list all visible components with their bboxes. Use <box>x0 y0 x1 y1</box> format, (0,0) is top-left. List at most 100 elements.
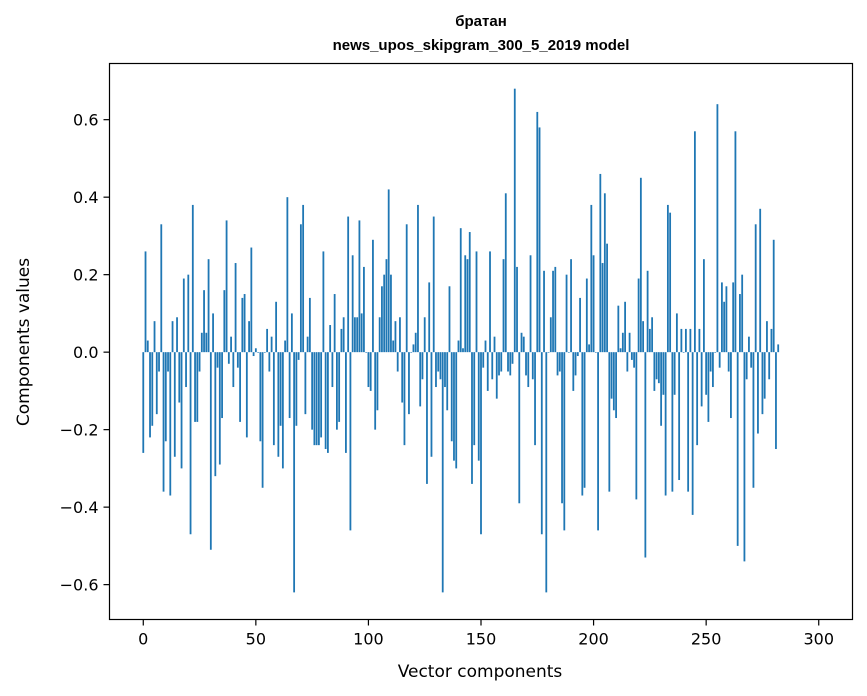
bar <box>245 352 248 438</box>
bar <box>482 352 485 368</box>
bar <box>248 321 250 353</box>
x-tick-label: 300 <box>803 630 834 649</box>
bar <box>723 301 726 353</box>
bar <box>450 352 453 442</box>
bar <box>144 251 147 353</box>
bar <box>703 259 705 353</box>
bar <box>759 208 762 353</box>
bar <box>448 286 451 353</box>
bar <box>651 317 654 353</box>
bar <box>266 328 269 353</box>
bar <box>194 352 196 422</box>
bar <box>176 317 178 353</box>
bar <box>714 352 717 353</box>
bar <box>277 352 280 457</box>
bar <box>520 332 523 353</box>
bar <box>630 352 633 360</box>
y-tick-label: −0.4 <box>60 498 99 517</box>
bar <box>270 336 273 353</box>
bar <box>570 259 572 353</box>
bar <box>275 301 278 353</box>
bar <box>203 290 205 353</box>
y-tick-label: 0.4 <box>73 188 98 207</box>
bar <box>412 344 415 353</box>
bar <box>428 282 431 353</box>
bar <box>295 352 298 426</box>
bar <box>178 352 181 403</box>
bar <box>151 352 154 426</box>
bar <box>216 352 219 368</box>
bar <box>671 352 674 492</box>
bar <box>426 352 428 484</box>
bar <box>486 352 489 391</box>
bar <box>446 352 449 411</box>
bar <box>518 352 521 504</box>
x-tick-label: 200 <box>578 630 609 649</box>
bar <box>696 352 699 446</box>
bar <box>509 352 512 376</box>
bar <box>241 297 244 353</box>
bar <box>558 352 561 372</box>
bar <box>579 297 581 353</box>
bar <box>435 352 437 388</box>
bar <box>459 228 462 353</box>
y-tick-label: 0.0 <box>73 343 98 362</box>
bar <box>320 352 323 438</box>
bar <box>336 352 338 430</box>
bar <box>347 216 350 353</box>
bar <box>374 352 377 430</box>
bar <box>455 352 458 469</box>
bar <box>734 131 737 353</box>
bar <box>770 328 773 353</box>
bar <box>432 216 435 353</box>
bar <box>504 193 507 353</box>
bar <box>608 352 611 492</box>
bar <box>554 266 557 353</box>
bar <box>299 224 302 353</box>
bar <box>721 282 723 353</box>
plot-frame <box>108 62 854 621</box>
y-tick-label: 0.6 <box>73 111 98 130</box>
bar <box>180 352 183 469</box>
bar <box>158 352 160 372</box>
bar <box>567 352 570 353</box>
bar <box>196 352 199 422</box>
bar <box>718 352 721 368</box>
x-tick-label: 0 <box>138 630 148 649</box>
bar <box>653 352 656 391</box>
bar <box>342 317 345 353</box>
bar <box>624 301 626 353</box>
bar <box>268 352 271 372</box>
bar <box>493 336 496 353</box>
bar <box>637 278 640 353</box>
bar <box>322 251 325 353</box>
bar <box>716 104 719 353</box>
bar <box>345 352 347 453</box>
bar <box>376 352 379 411</box>
y-tick-label: 0.2 <box>73 266 98 285</box>
bar <box>705 352 708 395</box>
bar <box>250 247 253 353</box>
bar <box>313 352 316 446</box>
bar <box>441 352 444 593</box>
bar <box>709 352 712 372</box>
bar <box>675 313 678 353</box>
bar <box>531 352 534 380</box>
bar <box>430 352 433 457</box>
bar <box>572 352 575 391</box>
bar <box>279 352 282 426</box>
bar <box>223 290 226 353</box>
x-tick-label: 250 <box>691 630 722 649</box>
bar <box>763 352 766 399</box>
bar <box>257 352 259 353</box>
bar <box>657 352 660 384</box>
bar <box>736 352 739 546</box>
bar <box>619 348 622 353</box>
bar <box>218 352 221 465</box>
bar <box>684 328 687 353</box>
bar <box>513 88 516 353</box>
bar <box>453 352 455 461</box>
bar <box>547 352 550 353</box>
bar <box>754 224 757 353</box>
